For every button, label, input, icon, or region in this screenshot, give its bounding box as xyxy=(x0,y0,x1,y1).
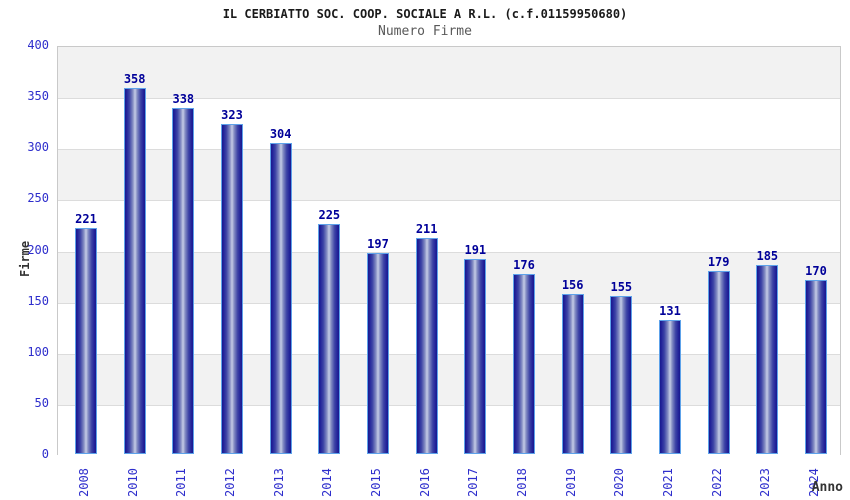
bar-2013 xyxy=(269,143,292,454)
bar-value-label: 185 xyxy=(756,249,779,263)
chart-title: IL CERBIATTO SOC. COOP. SOCIALE A R.L. (… xyxy=(222,7,628,21)
bar-2016 xyxy=(415,238,438,454)
y-tick-label: 100 xyxy=(27,344,49,359)
bar-2011 xyxy=(172,108,195,454)
gridline xyxy=(58,200,840,202)
gridline xyxy=(58,404,840,406)
bar-2015 xyxy=(367,253,389,454)
x-tick-label: 2019 xyxy=(563,468,578,497)
gridline xyxy=(58,149,840,151)
y-tick-label: 150 xyxy=(27,293,49,308)
x-tick-label: 2015 xyxy=(369,468,383,497)
y-tick-label: 0 xyxy=(41,447,49,461)
chart-subtitle: Numero Firme xyxy=(378,24,472,39)
x-tick-label: 2011 xyxy=(174,468,189,497)
bar-2010 xyxy=(123,88,146,454)
gridline xyxy=(58,353,840,355)
bar-value-label: 338 xyxy=(172,92,195,106)
x-tick-label: 2023 xyxy=(758,468,773,497)
y-tick-label: 400 xyxy=(27,38,49,52)
x-tick-label: 2016 xyxy=(417,468,432,497)
bar-2019 xyxy=(561,294,584,454)
x-tick-label: 2018 xyxy=(515,468,529,497)
bar-2021 xyxy=(659,320,681,454)
bar-value-label: 155 xyxy=(610,280,633,294)
x-tick-label: 2008 xyxy=(77,468,91,497)
bar-2012 xyxy=(221,124,243,454)
bar-2020 xyxy=(610,296,633,454)
bar-value-label: 211 xyxy=(415,222,438,236)
x-tick-label: 2012 xyxy=(223,468,237,497)
bar-value-label: 176 xyxy=(513,258,535,272)
plot-band xyxy=(58,47,840,99)
bar-value-label: 156 xyxy=(561,278,584,292)
y-tick-label: 300 xyxy=(27,140,49,155)
x-tick-label: 2010 xyxy=(125,468,140,497)
gridline xyxy=(58,302,840,304)
bar-value-label: 179 xyxy=(707,255,730,269)
x-tick-label: 2017 xyxy=(466,468,481,497)
bar-value-label: 358 xyxy=(123,72,146,86)
bar-value-label: 131 xyxy=(659,304,681,318)
bar-2018 xyxy=(513,274,535,454)
x-tick-label: 2021 xyxy=(661,468,675,497)
y-tick-label: 50 xyxy=(34,395,49,410)
bar-2022 xyxy=(707,271,730,454)
bar-2024 xyxy=(805,280,827,454)
gridline xyxy=(58,251,840,253)
bar-value-label: 221 xyxy=(75,212,97,226)
bar-2014 xyxy=(318,224,341,454)
gridline xyxy=(58,98,840,100)
bar-value-label: 191 xyxy=(464,243,487,257)
x-axis-title: Anno xyxy=(811,480,843,495)
bar-2023 xyxy=(756,265,779,454)
bar-value-label: 304 xyxy=(269,127,292,141)
y-tick-label: 200 xyxy=(27,242,49,257)
x-tick-label: 2022 xyxy=(709,468,724,497)
bar-2017 xyxy=(464,259,487,454)
y-tick-label: 350 xyxy=(27,89,49,104)
x-tick-label: 2020 xyxy=(612,468,627,497)
bar-2008 xyxy=(75,228,97,454)
bar-value-label: 170 xyxy=(805,264,827,278)
bar-value-label: 323 xyxy=(221,108,243,122)
plot-area: 221 358 338 323 304 225 197 211 191 176 156 155 131 1… xyxy=(57,46,841,456)
x-tick-label: 2014 xyxy=(320,468,335,497)
y-tick-label: 250 xyxy=(27,191,49,206)
x-tick-label: 2013 xyxy=(271,468,286,497)
bar-value-label: 225 xyxy=(318,208,341,222)
bar-value-label: 197 xyxy=(367,237,389,251)
